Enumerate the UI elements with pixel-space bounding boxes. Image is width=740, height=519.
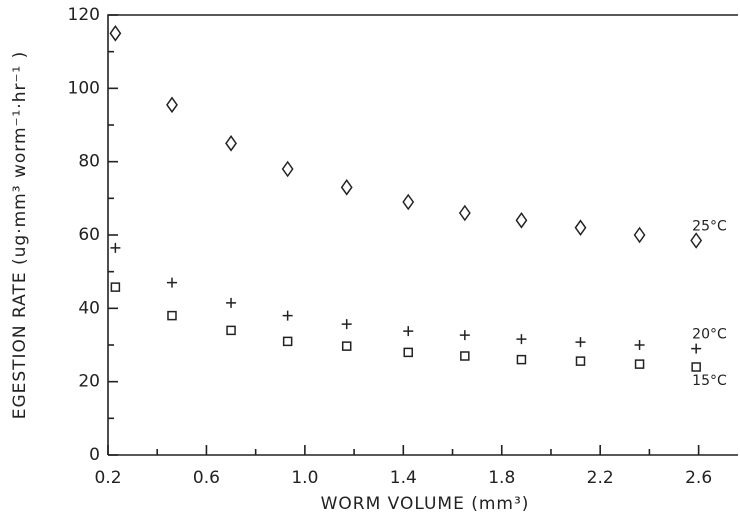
y-tick-label: 60 <box>78 225 100 245</box>
data-point <box>516 334 527 345</box>
data-point <box>403 347 413 358</box>
data-point <box>634 340 645 350</box>
x-tick-label: 0.6 <box>193 468 220 488</box>
x-axis-label: WORM VOLUME (mm³) <box>321 494 530 514</box>
data-point <box>110 242 121 253</box>
x-tick-label: 1.0 <box>291 468 318 488</box>
data-point <box>575 337 586 348</box>
data-point <box>402 193 415 211</box>
data-point <box>516 354 527 365</box>
x-tick-label: 0.2 <box>94 468 121 488</box>
series-label: 15°C <box>692 373 727 389</box>
data-point <box>691 362 701 372</box>
data-point <box>166 277 177 288</box>
x-tick-label: 2.6 <box>685 468 712 488</box>
y-tick-label: 40 <box>78 298 100 318</box>
data-point <box>282 310 293 321</box>
x-tick-label: 2.2 <box>587 468 614 488</box>
data-point <box>459 330 470 341</box>
data-point <box>341 341 352 351</box>
y-axis-label: EGESTION RATE (ug·mm³ worm⁻¹·hr⁻¹ ) <box>10 51 30 420</box>
data-point <box>225 135 237 152</box>
data-point <box>110 282 121 292</box>
x-tick-label: 1.4 <box>390 468 417 488</box>
y-tick-label: 0 <box>89 445 100 465</box>
data-point <box>109 25 122 42</box>
data-point <box>282 336 293 347</box>
data-point <box>341 319 352 330</box>
data-point <box>167 310 177 321</box>
plot-frame <box>107 14 738 456</box>
data-point <box>166 96 178 114</box>
y-tick-label: 80 <box>78 152 100 172</box>
data-point <box>633 226 646 244</box>
y-tick-label: 20 <box>78 372 100 392</box>
data-point <box>340 179 353 196</box>
series-label: 20°C <box>692 327 727 343</box>
x-tick-label: 1.8 <box>488 468 515 488</box>
series-label: 25°C <box>692 219 727 235</box>
data-point <box>515 212 528 229</box>
data-point <box>281 160 294 178</box>
y-tick-label: 120 <box>68 5 100 25</box>
data-point <box>458 204 471 222</box>
data-point <box>691 343 702 354</box>
data-point <box>403 326 414 337</box>
data-point <box>460 351 470 361</box>
data-point <box>690 232 703 249</box>
data-point <box>575 356 586 366</box>
data-point <box>574 219 587 236</box>
y-tick-label: 100 <box>68 78 100 98</box>
data-point <box>226 297 237 308</box>
data-point <box>226 325 236 336</box>
data-point <box>634 359 645 369</box>
